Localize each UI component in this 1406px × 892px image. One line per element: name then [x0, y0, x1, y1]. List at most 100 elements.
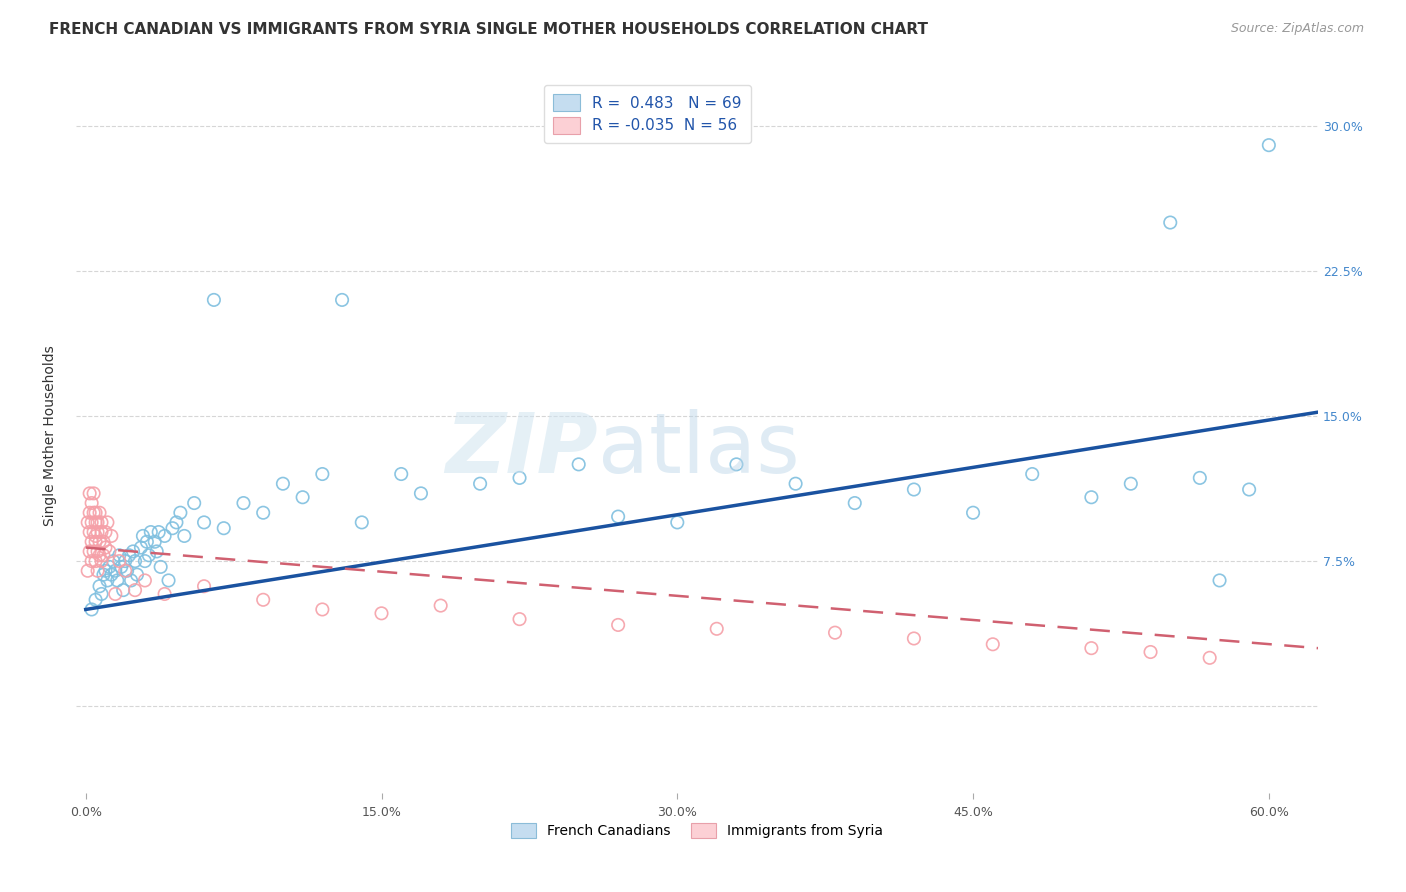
- Point: [135, 534, 157, 549]
- Point: [79, 506, 101, 520]
- Point: [1237, 483, 1260, 497]
- Point: [202, 293, 225, 307]
- Point: [120, 574, 142, 588]
- Point: [89, 506, 111, 520]
- Point: [153, 587, 176, 601]
- Point: [962, 506, 984, 520]
- Point: [96, 516, 118, 530]
- Point: [84, 506, 107, 520]
- Point: [138, 549, 160, 563]
- Point: [389, 467, 412, 481]
- Point: [104, 564, 127, 578]
- Point: [94, 524, 117, 539]
- Point: [93, 534, 115, 549]
- Point: [903, 483, 925, 497]
- Point: [157, 574, 180, 588]
- Point: [124, 583, 146, 598]
- Point: [84, 516, 107, 530]
- Point: [330, 293, 353, 307]
- Point: [824, 625, 846, 640]
- Point: [271, 476, 294, 491]
- Point: [89, 549, 111, 563]
- Point: [429, 599, 451, 613]
- Point: [94, 564, 117, 578]
- Point: [93, 567, 115, 582]
- Point: [84, 592, 107, 607]
- Point: [86, 544, 108, 558]
- Point: [509, 471, 531, 485]
- Point: [100, 567, 122, 582]
- Point: [706, 622, 728, 636]
- Point: [148, 524, 170, 539]
- Point: [86, 516, 108, 530]
- Point: [94, 541, 117, 555]
- Point: [232, 496, 254, 510]
- Point: [80, 602, 103, 616]
- Point: [169, 506, 191, 520]
- Point: [350, 516, 373, 530]
- Point: [1257, 138, 1279, 153]
- Point: [79, 544, 101, 558]
- Point: [115, 564, 138, 578]
- Point: [104, 587, 127, 601]
- Point: [1119, 476, 1142, 491]
- Point: [291, 490, 314, 504]
- Legend: French Canadians, Immigrants from Syria: French Canadians, Immigrants from Syria: [505, 817, 889, 843]
- Point: [79, 524, 101, 539]
- Point: [468, 476, 491, 491]
- Point: [110, 560, 132, 574]
- Text: ZIP: ZIP: [446, 409, 598, 491]
- Point: [173, 529, 195, 543]
- Point: [93, 549, 115, 563]
- Point: [129, 541, 152, 555]
- Point: [666, 516, 689, 530]
- Point: [607, 509, 630, 524]
- Point: [114, 554, 136, 568]
- Point: [80, 554, 103, 568]
- Point: [568, 458, 591, 472]
- Point: [252, 506, 274, 520]
- Point: [86, 564, 108, 578]
- Point: [80, 534, 103, 549]
- Point: [153, 529, 176, 543]
- Point: [903, 632, 925, 646]
- Point: [1159, 215, 1181, 229]
- Point: [134, 574, 156, 588]
- Point: [134, 554, 156, 568]
- Point: [145, 544, 167, 558]
- Point: [83, 506, 105, 520]
- Point: [89, 534, 111, 549]
- Point: [122, 544, 145, 558]
- Point: [112, 583, 135, 598]
- Point: [83, 486, 105, 500]
- Point: [80, 516, 103, 530]
- Point: [981, 637, 1004, 651]
- Point: [90, 516, 112, 530]
- Point: [212, 521, 235, 535]
- Point: [103, 554, 125, 568]
- Text: FRENCH CANADIAN VS IMMIGRANTS FROM SYRIA SINGLE MOTHER HOUSEHOLDS CORRELATION CH: FRENCH CANADIAN VS IMMIGRANTS FROM SYRIA…: [49, 22, 928, 37]
- Point: [79, 486, 101, 500]
- Point: [98, 560, 121, 574]
- Point: [607, 618, 630, 632]
- Point: [86, 524, 108, 539]
- Point: [409, 486, 432, 500]
- Point: [96, 574, 118, 588]
- Point: [370, 607, 392, 621]
- Point: [165, 516, 187, 530]
- Point: [105, 574, 128, 588]
- Point: [100, 529, 122, 543]
- Point: [114, 564, 136, 578]
- Point: [1198, 650, 1220, 665]
- Text: atlas: atlas: [598, 409, 800, 491]
- Point: [1139, 645, 1161, 659]
- Point: [1208, 574, 1230, 588]
- Point: [132, 529, 155, 543]
- Point: [1021, 467, 1043, 481]
- Point: [76, 564, 98, 578]
- Point: [149, 560, 172, 574]
- Point: [90, 524, 112, 539]
- Point: [108, 549, 131, 563]
- Point: [139, 524, 162, 539]
- Point: [311, 467, 333, 481]
